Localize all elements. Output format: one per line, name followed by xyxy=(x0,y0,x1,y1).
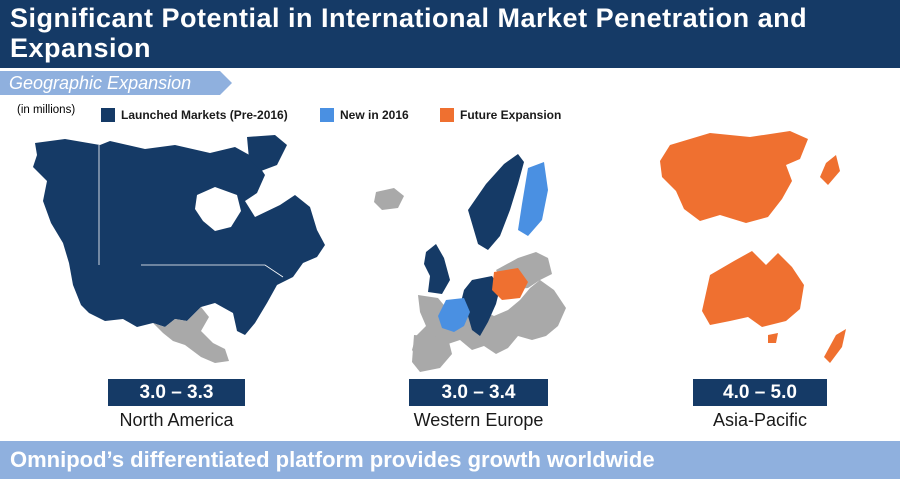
mexico-shape xyxy=(153,307,229,363)
section-label: Geographic Expansion xyxy=(9,73,192,93)
north-america-map xyxy=(33,135,325,363)
border-lines xyxy=(98,145,284,278)
page-title: Significant Potential in International M… xyxy=(10,3,808,63)
north-america-range: 3.0 – 3.3 xyxy=(108,379,245,406)
legend-label-future: Future Expansion xyxy=(460,108,562,122)
asia-pacific-range: 4.0 – 5.0 xyxy=(693,379,827,406)
legend-item-future: Future Expansion xyxy=(440,104,561,126)
legend-label-new-2016: New in 2016 xyxy=(340,108,409,122)
north-america-label: North America xyxy=(119,410,234,430)
legend-item-new-2016: New in 2016 xyxy=(320,104,409,126)
china-shape xyxy=(660,131,808,223)
header-bar: Significant Potential in International M… xyxy=(0,0,900,68)
europe-map xyxy=(374,154,566,372)
western-europe-range: 3.0 – 3.4 xyxy=(409,379,548,406)
asia-pacific-map xyxy=(660,131,846,363)
legend-swatch-launched xyxy=(101,108,115,122)
australia-shape xyxy=(702,251,804,327)
footer-text: Omnipod’s differentiated platform provid… xyxy=(10,447,655,472)
greenland-shape xyxy=(247,135,287,171)
japan-shape xyxy=(820,155,840,185)
uk-shape xyxy=(424,244,450,294)
legend-swatch-future xyxy=(440,108,454,122)
section-tab: Geographic Expansion xyxy=(0,71,232,95)
asia-pacific-label: Asia-Pacific xyxy=(712,410,808,430)
iberia-shape xyxy=(412,335,452,372)
units-note: (in millions) xyxy=(17,104,76,116)
north-america-launched-shape xyxy=(33,139,325,335)
footer-bar: Omnipod’s differentiated platform provid… xyxy=(0,441,900,479)
tasmania-shape xyxy=(768,333,778,343)
hudson-bay-cutout xyxy=(195,187,241,231)
legend-item-launched: Launched Markets (Pre-2016) xyxy=(101,104,288,126)
europe-new-2016-shape xyxy=(438,162,548,332)
europe-future-shape xyxy=(492,268,528,300)
europe-launched-shape xyxy=(460,154,524,336)
new-zealand-shape xyxy=(824,329,846,363)
legend-swatch-new-2016 xyxy=(320,108,334,122)
western-europe-label: Western Europe xyxy=(413,410,544,430)
legend-label-launched: Launched Markets (Pre-2016) xyxy=(121,108,288,122)
iceland-shape xyxy=(374,188,404,210)
europe-other-shape xyxy=(412,252,566,362)
section-tab-shape xyxy=(0,71,232,95)
